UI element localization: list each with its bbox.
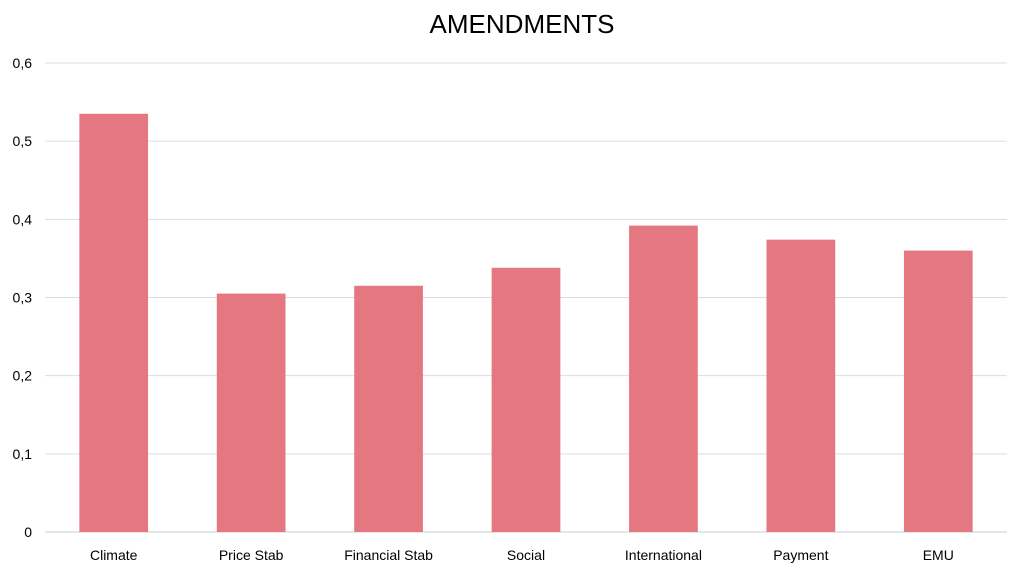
y-axis-ticks: 0 0,1 0,2 0,3 0,4 0,5 0,6 bbox=[13, 55, 33, 540]
x-category-label: Financial Stab bbox=[344, 547, 433, 563]
bar-social bbox=[491, 267, 561, 532]
x-category-label: EMU bbox=[923, 547, 954, 563]
y-tick-label: 0,2 bbox=[13, 368, 33, 384]
x-axis-labels: Climate Price Stab Financial Stab Social Int… bbox=[90, 547, 954, 563]
x-category-label: Price Stab bbox=[219, 547, 284, 563]
x-category-label: International bbox=[625, 547, 702, 563]
x-category-label: Climate bbox=[90, 547, 138, 563]
x-category-label: Social bbox=[507, 547, 545, 563]
x-category-label: Payment bbox=[773, 547, 828, 563]
y-tick-label: 0,1 bbox=[13, 446, 33, 462]
y-tick-label: 0,4 bbox=[13, 211, 33, 227]
bars bbox=[79, 113, 973, 532]
bar-international bbox=[629, 225, 698, 532]
bar-price-stab bbox=[216, 293, 286, 532]
y-tick-label: 0,5 bbox=[13, 133, 33, 149]
bar-emu bbox=[903, 250, 973, 532]
y-tick-label: 0 bbox=[24, 524, 32, 540]
bar-financial-stab bbox=[354, 285, 423, 532]
y-tick-label: 0,6 bbox=[13, 55, 33, 71]
y-tick-label: 0,3 bbox=[13, 290, 33, 306]
chart-title: AMENDMENTS bbox=[430, 9, 615, 39]
bar-payment bbox=[766, 239, 836, 532]
bar-climate bbox=[79, 113, 149, 532]
